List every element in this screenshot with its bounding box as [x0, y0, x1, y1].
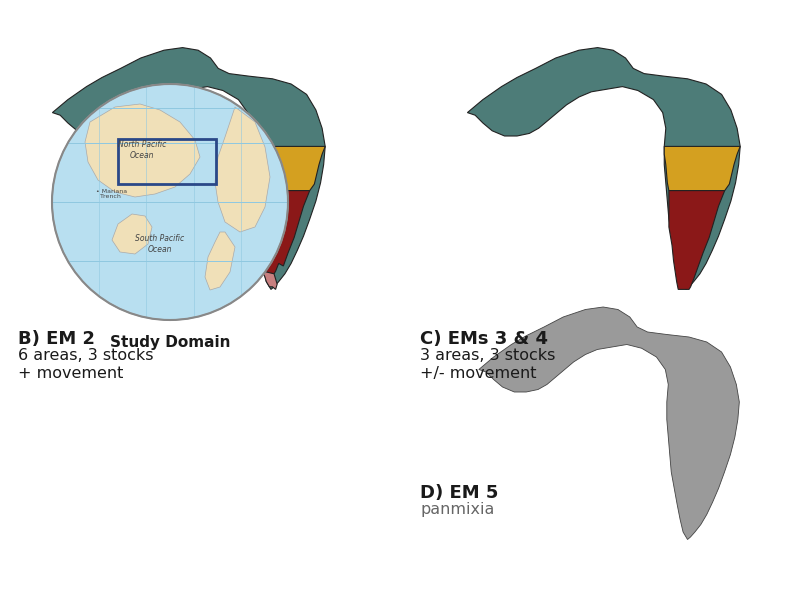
Text: panmixia: panmixia	[420, 502, 494, 517]
Polygon shape	[53, 47, 325, 289]
Text: C) EMs 3 & 4: C) EMs 3 & 4	[420, 330, 548, 348]
Polygon shape	[669, 191, 725, 289]
Text: 6 areas, 3 stocks: 6 areas, 3 stocks	[18, 348, 154, 363]
Bar	[118, 139, 216, 184]
Text: North Pacific
Ocean: North Pacific Ocean	[118, 140, 166, 160]
Polygon shape	[205, 232, 235, 290]
Polygon shape	[112, 214, 152, 254]
Polygon shape	[250, 146, 325, 191]
Circle shape	[52, 84, 288, 320]
Text: South Pacific
Ocean: South Pacific Ocean	[135, 234, 185, 254]
Polygon shape	[254, 191, 310, 274]
Text: Study Domain: Study Domain	[110, 335, 230, 350]
Text: 3 areas, 3 stocks: 3 areas, 3 stocks	[420, 348, 555, 363]
Polygon shape	[479, 307, 739, 539]
Polygon shape	[467, 47, 740, 289]
Text: + movement: + movement	[18, 366, 123, 381]
Polygon shape	[85, 104, 200, 197]
Polygon shape	[664, 146, 740, 191]
Polygon shape	[263, 271, 277, 289]
Text: B) EM 2: B) EM 2	[18, 330, 95, 348]
Polygon shape	[215, 107, 270, 232]
Text: D) EM 5: D) EM 5	[420, 484, 498, 502]
Text: • Mariana
  Trench: • Mariana Trench	[96, 189, 127, 200]
Text: +/- movement: +/- movement	[420, 366, 537, 381]
